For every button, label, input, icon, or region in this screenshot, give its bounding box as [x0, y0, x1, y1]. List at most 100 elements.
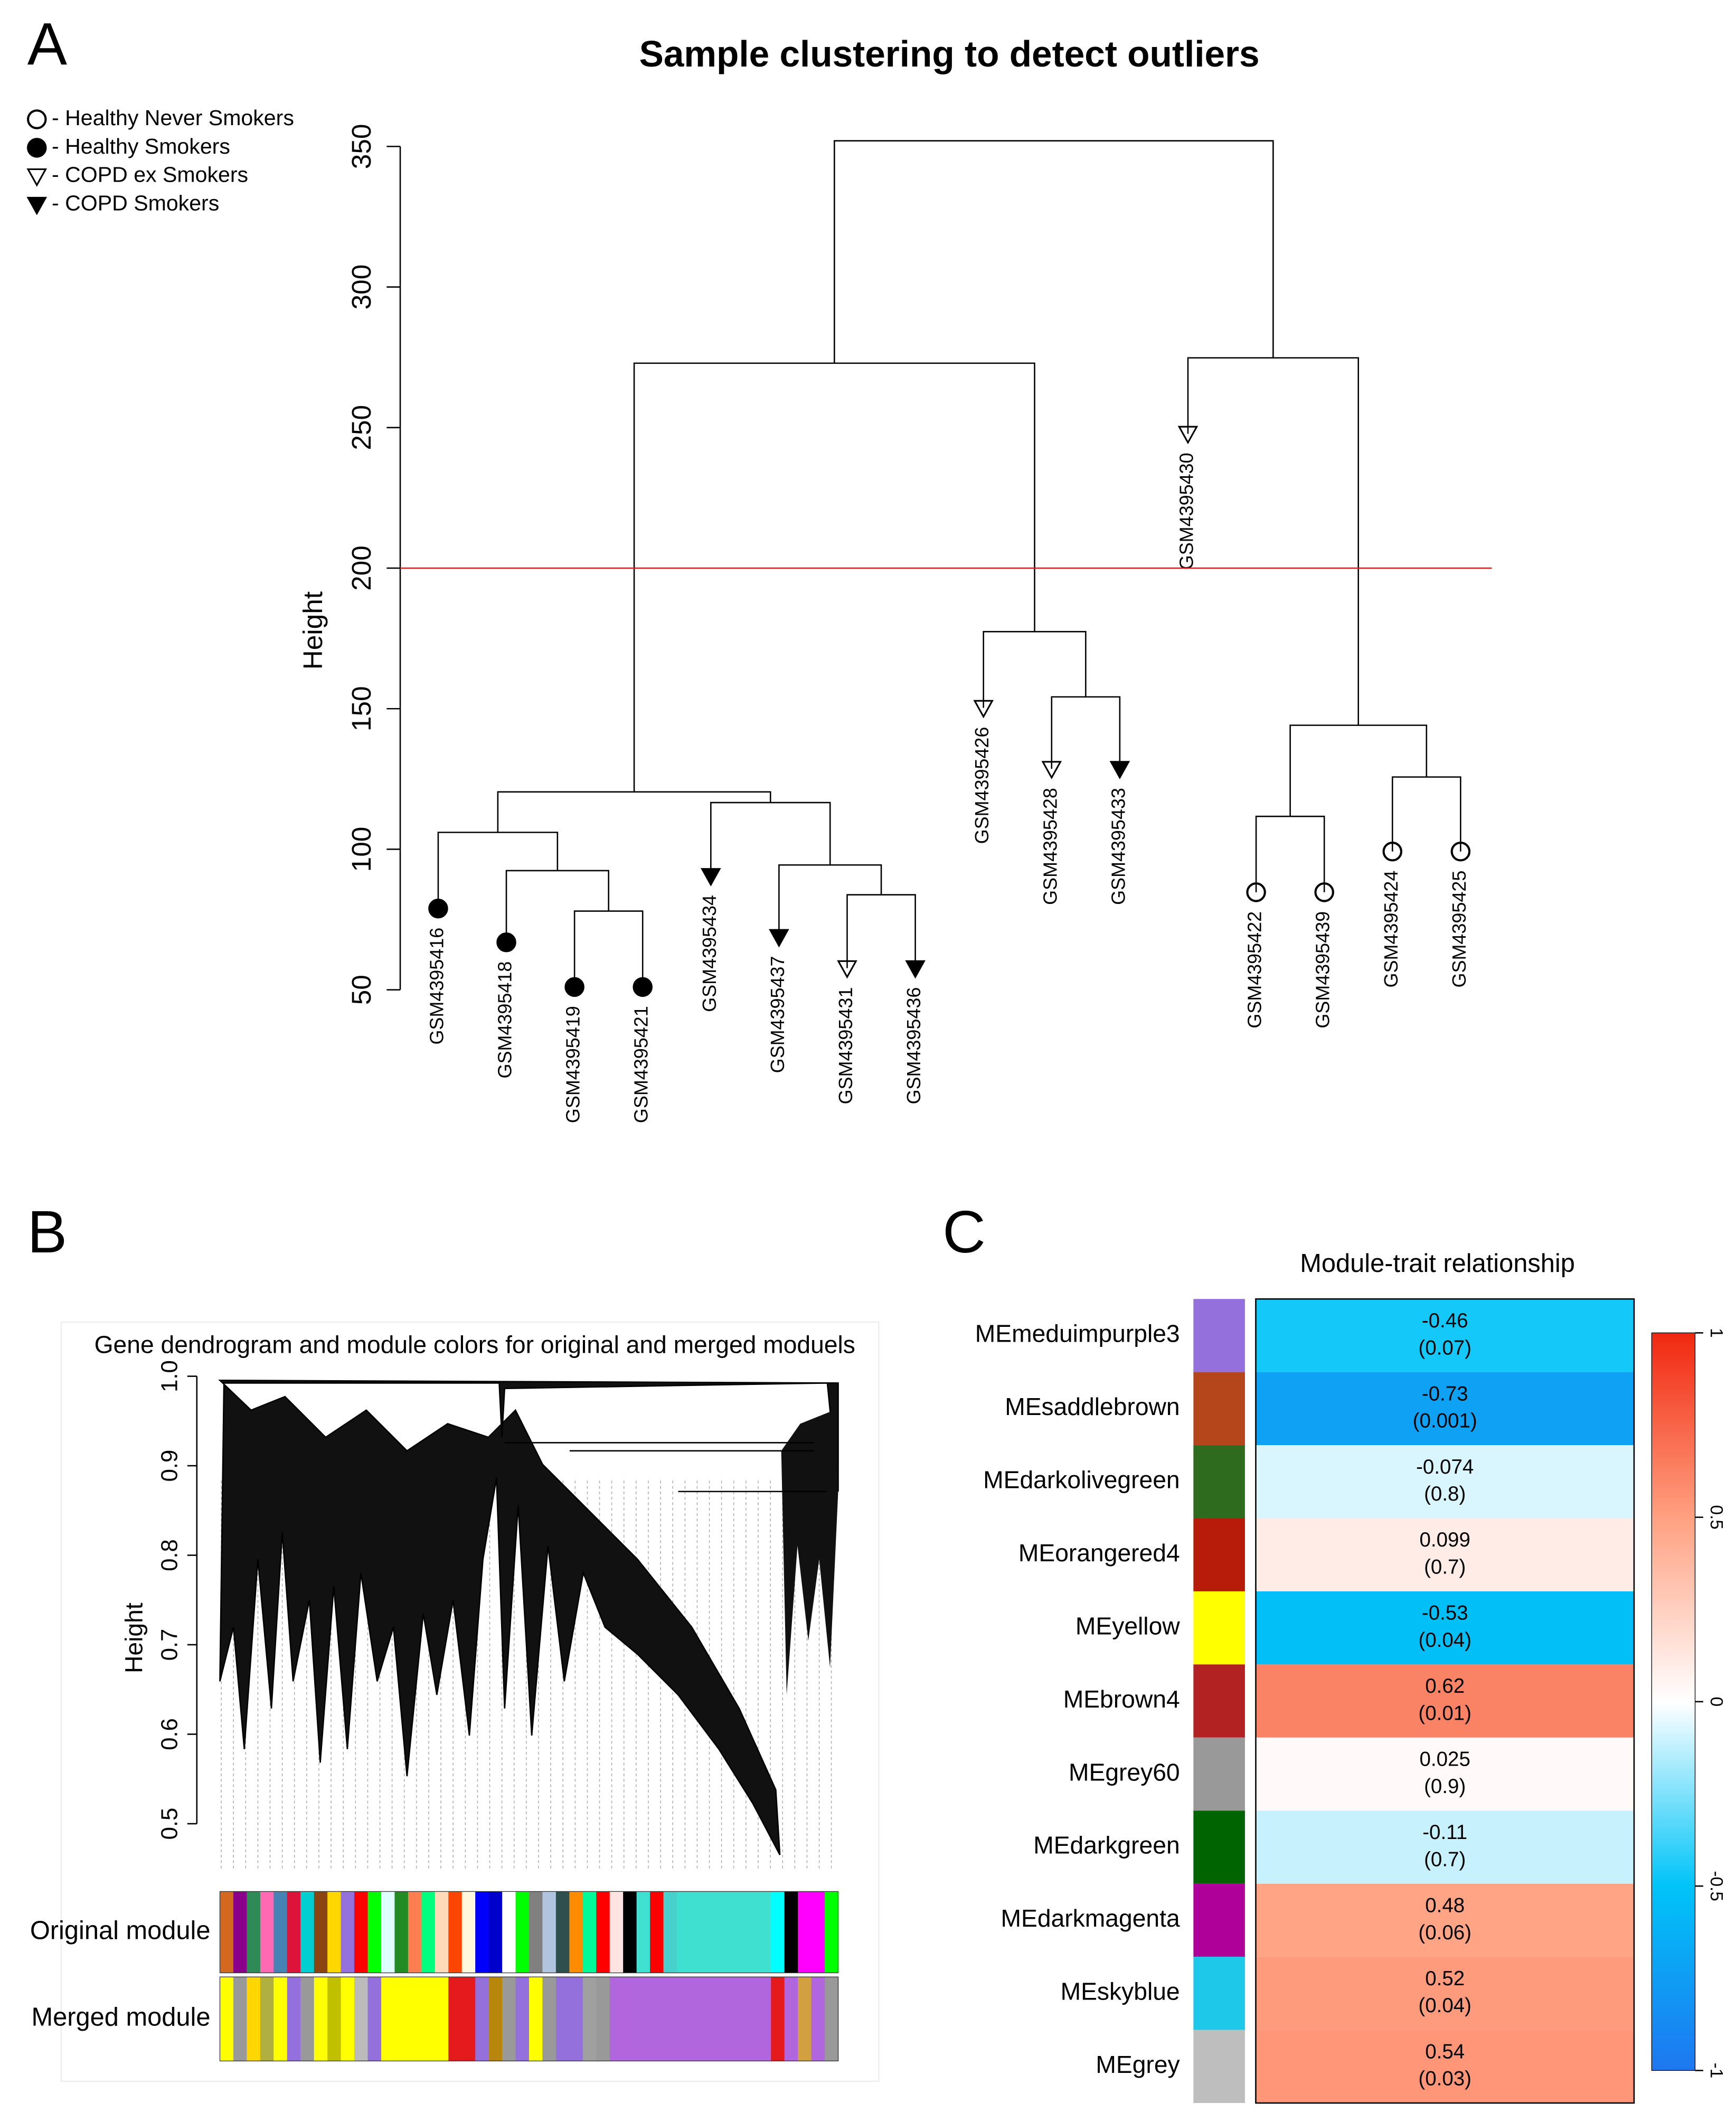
merge-link [1051, 696, 1121, 769]
cell-pvalue: (0.01) [1418, 1702, 1471, 1724]
y-tick-label: 200 [346, 545, 376, 591]
module-color [730, 1891, 745, 1973]
row-label: MEskyblue [1061, 1978, 1180, 2005]
cell-pvalue: (0.04) [1418, 1994, 1471, 2017]
module-color [341, 1891, 355, 1973]
module-color [623, 1977, 637, 2061]
leaf-label: GSM4395426 [971, 727, 993, 844]
module-color [717, 1891, 731, 1973]
leaf-marker [633, 977, 653, 997]
panel-b-frame [60, 1321, 880, 2082]
module-color [327, 1977, 342, 2061]
row-label: MEmeduimpurple3 [975, 1320, 1180, 1347]
panel-letter: A [27, 11, 68, 77]
leaf-label: GSM4395425 [1448, 871, 1470, 988]
leaf-label: GSM4395418 [494, 961, 516, 1079]
module-color [300, 1977, 315, 2061]
leaf-label: GSM4395416 [426, 928, 447, 1045]
module-color [394, 1977, 409, 2061]
module-bar-frame [219, 1976, 839, 2062]
row-label: MEgrey [1096, 2051, 1180, 2078]
heatmap-cell [1256, 1810, 1634, 1884]
module-color [650, 1977, 664, 2061]
module-color [650, 1891, 664, 1973]
legend-label: - COPD Smokers [52, 191, 219, 215]
legend-marker [26, 168, 48, 187]
module-color [825, 1891, 839, 1973]
module-swatch [1193, 1810, 1245, 1884]
cell-pvalue: (0.06) [1418, 1921, 1471, 1944]
row-label: MEbrown4 [1063, 1685, 1180, 1713]
heatmap-cell [1256, 1591, 1634, 1665]
cell-value: 0.099 [1420, 1529, 1470, 1551]
module-color [529, 1891, 543, 1973]
module-color [798, 1891, 812, 1973]
leaf-marker [1109, 761, 1130, 780]
module-swatch [1193, 1664, 1245, 1738]
module-color [354, 1977, 369, 2061]
cell-pvalue: (0.7) [1424, 1556, 1466, 1579]
y-tick-label: 1.0 [157, 1360, 183, 1392]
merge-link [834, 140, 1274, 363]
module-color [327, 1891, 342, 1973]
module-color [220, 1891, 234, 1973]
merge-link [505, 870, 609, 942]
module-color [609, 1891, 624, 1973]
module-color [300, 1891, 315, 1973]
leaf-marker [837, 960, 857, 979]
leaf-marker [1246, 882, 1266, 902]
row-label: MEdarkolivegreen [983, 1466, 1180, 1493]
module-color [461, 1977, 476, 2061]
module-swatch [1193, 2030, 1245, 2104]
module-color [515, 1891, 530, 1973]
chart-title: Gene dendrogram and module colors for or… [95, 1331, 855, 1358]
module-color [515, 1977, 530, 2061]
module-color [677, 1977, 691, 2061]
leaf-label: GSM4395424 [1380, 871, 1402, 988]
module-color [663, 1977, 677, 2061]
module-color [717, 1977, 731, 2061]
module-color [569, 1891, 583, 1973]
leaf-marker [769, 929, 789, 948]
merge-link [1391, 776, 1461, 852]
cell-value: -0.73 [1422, 1382, 1468, 1405]
color-bar [1651, 1332, 1696, 2071]
chart-title: Sample clustering to detect outliers [639, 33, 1260, 74]
module-color [488, 1977, 503, 2061]
module-color [825, 1977, 839, 2061]
module-color [448, 1977, 463, 2061]
module-color [744, 1977, 758, 2061]
panel-letter: C [942, 1199, 986, 1265]
module-color [314, 1977, 328, 2061]
heatmap-cell [1256, 1372, 1634, 1446]
module-color [582, 1977, 597, 2061]
module-color [273, 1977, 288, 2061]
leaf-marker [701, 868, 721, 886]
leaf-label: GSM4395419 [562, 1006, 584, 1123]
module-color [636, 1977, 650, 2061]
leaf-label: GSM4395428 [1039, 788, 1061, 905]
legend-label: - Healthy Never Smokers [52, 106, 294, 130]
module-color [502, 1891, 516, 1973]
module-color [314, 1891, 328, 1973]
cell-pvalue: (0.7) [1424, 1848, 1466, 1871]
row-label: MEdarkmagenta [1001, 1904, 1180, 1932]
module-swatch [1193, 1957, 1245, 2030]
module-color [569, 1977, 583, 2061]
leaf-label: GSM4395434 [699, 895, 720, 1012]
module-row-label: Merged module [32, 2003, 211, 2032]
gene-dendrogram-body [218, 1379, 839, 1871]
leaf-marker [496, 932, 516, 952]
module-color [636, 1891, 650, 1973]
module-swatch [1193, 1591, 1245, 1665]
module-color [448, 1891, 463, 1973]
y-tick-label: 0.5 [157, 1808, 183, 1840]
leaf-marker [1314, 882, 1334, 902]
legend-marker [26, 196, 48, 215]
module-color [421, 1977, 436, 2061]
module-color [408, 1977, 422, 2061]
merge-link [573, 910, 644, 987]
module-color [381, 1977, 395, 2061]
module-color [220, 1977, 234, 2061]
